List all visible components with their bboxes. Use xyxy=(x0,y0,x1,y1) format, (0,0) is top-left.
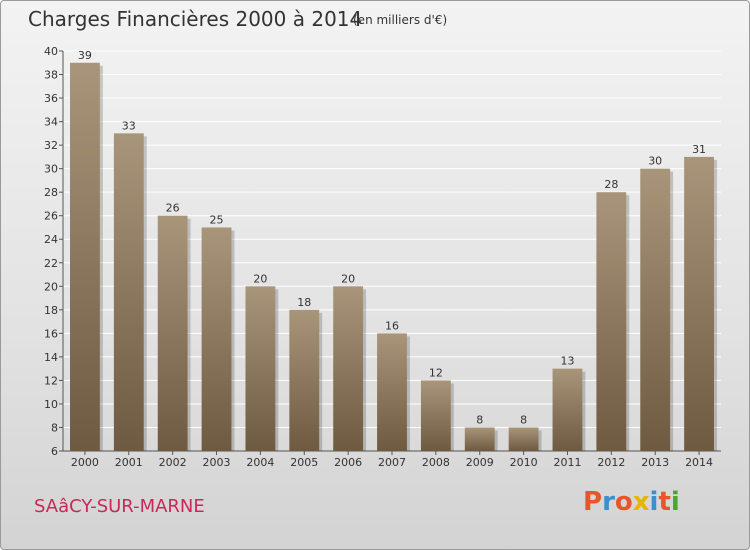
y-tick-label: 18 xyxy=(44,304,58,317)
chart-title: Charges Financières 2000 à 2014 xyxy=(28,7,363,31)
x-tick-label: 2013 xyxy=(641,456,669,469)
data-label: 30 xyxy=(648,155,662,168)
commune-name: SAâCY-SUR-MARNE xyxy=(34,496,205,517)
x-tick-label: 2011 xyxy=(553,456,581,469)
y-tick-label: 14 xyxy=(44,351,58,364)
data-label: 18 xyxy=(297,296,311,309)
logo-letter: i xyxy=(670,487,680,517)
bar xyxy=(508,427,539,451)
x-tick-label: 2000 xyxy=(71,456,99,469)
bar xyxy=(157,215,188,451)
x-tick-label: 2014 xyxy=(685,456,713,469)
y-tick-label: 6 xyxy=(51,445,58,458)
chart-subtitle: (en milliers d'€) xyxy=(353,13,448,27)
y-tick-label: 30 xyxy=(44,163,58,176)
data-label: 8 xyxy=(476,413,483,426)
bar xyxy=(70,62,100,451)
logo-letter: o xyxy=(614,487,633,517)
y-tick-label: 8 xyxy=(51,421,58,434)
data-label: 25 xyxy=(210,213,224,226)
x-tick-label: 2005 xyxy=(290,456,318,469)
bar xyxy=(245,286,276,451)
data-label: 12 xyxy=(429,366,443,379)
bar xyxy=(684,156,714,451)
data-label: 26 xyxy=(166,202,180,215)
y-tick-label: 28 xyxy=(44,186,58,199)
labels: 6 8 10 12 14 16 18 20 22 24 26 28 30 32 34 36 38 40 39 2000… xyxy=(44,45,713,469)
x-tick-label: 2002 xyxy=(159,456,187,469)
logo-letter: i xyxy=(649,487,659,517)
x-tick-label: 2004 xyxy=(246,456,274,469)
data-label: 8 xyxy=(520,413,527,426)
data-label: 20 xyxy=(253,272,267,285)
bar xyxy=(420,380,451,451)
bar xyxy=(640,168,671,451)
bar xyxy=(552,368,583,451)
bars xyxy=(70,62,717,452)
data-label: 33 xyxy=(122,119,136,132)
x-tick-label: 2001 xyxy=(115,456,143,469)
x-tick-label: 2007 xyxy=(378,456,406,469)
x-tick-label: 2006 xyxy=(334,456,362,469)
data-label: 13 xyxy=(560,355,574,368)
y-tick-label: 26 xyxy=(44,210,58,223)
y-tick-label: 36 xyxy=(44,92,58,105)
logo-letter: x xyxy=(632,487,650,517)
x-tick-label: 2008 xyxy=(422,456,450,469)
logo-letter: t xyxy=(658,487,671,517)
data-label: 28 xyxy=(604,178,618,191)
bar xyxy=(113,133,144,451)
y-tick-label: 34 xyxy=(44,116,58,129)
y-tick-label: 40 xyxy=(44,45,58,58)
x-tick-label: 2009 xyxy=(466,456,494,469)
bar xyxy=(289,309,320,451)
logo-letter: r xyxy=(602,487,615,517)
y-tick-label: 12 xyxy=(44,374,58,387)
x-tick-label: 2003 xyxy=(203,456,231,469)
bar xyxy=(596,192,627,452)
data-label: 20 xyxy=(341,272,355,285)
bar xyxy=(201,227,232,451)
x-tick-label: 2010 xyxy=(510,456,538,469)
y-tick-label: 24 xyxy=(44,233,58,246)
x-tick-label: 2012 xyxy=(597,456,625,469)
y-tick-label: 32 xyxy=(44,139,58,152)
data-label: 16 xyxy=(385,319,399,332)
proxiti-logo: Proxiti xyxy=(583,487,680,517)
bar xyxy=(377,333,407,451)
y-tick-label: 22 xyxy=(44,257,58,270)
y-tick-label: 38 xyxy=(44,69,58,82)
bar xyxy=(333,286,364,451)
y-tick-label: 20 xyxy=(44,280,58,293)
data-label: 39 xyxy=(78,49,92,62)
y-tick-label: 10 xyxy=(44,398,58,411)
bar xyxy=(464,427,495,451)
data-label: 31 xyxy=(692,143,706,156)
y-tick-label: 16 xyxy=(44,327,58,340)
logo-letter: P xyxy=(583,487,603,517)
